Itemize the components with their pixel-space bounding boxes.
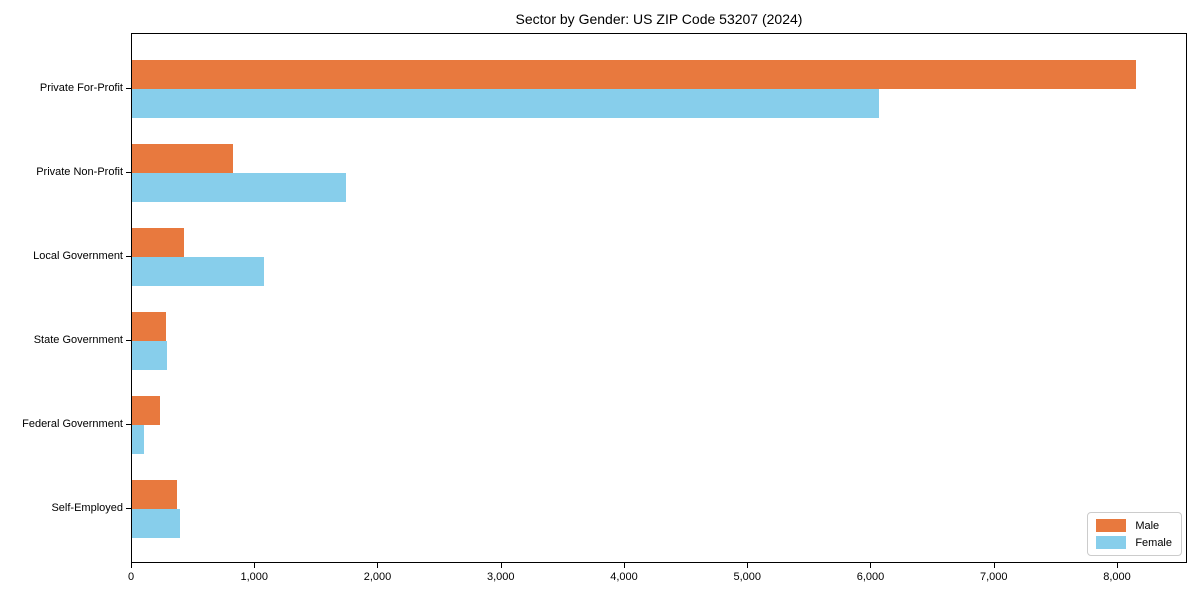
y-tick-mark: [126, 172, 131, 173]
bar-private-non-profit-female: [132, 173, 347, 202]
x-tick-mark: [131, 563, 132, 568]
legend-swatch-female: [1096, 536, 1127, 549]
x-tick-mark: [377, 563, 379, 568]
bar-federal-government-male: [132, 396, 161, 425]
x-tick-mark: [993, 563, 995, 568]
legend-swatch-male: [1096, 519, 1127, 532]
plot-area: Male Female: [131, 33, 1187, 563]
legend-label-female: Female: [1135, 536, 1172, 549]
x-tick-label-5000: 5,000: [733, 571, 761, 583]
x-tick-label-2000: 2,000: [363, 571, 392, 583]
legend-entry-female: Female: [1096, 536, 1172, 549]
x-tick-mark: [870, 563, 872, 568]
bar-private-non-profit-male: [132, 144, 234, 173]
y-tick-label-state-government: State Government: [33, 334, 123, 346]
bar-state-government-female: [132, 341, 168, 370]
x-tick-label-1000: 1,000: [240, 571, 268, 583]
bar-private-for-profit-female: [132, 89, 879, 118]
y-tick-mark: [126, 340, 131, 341]
y-tick-label-federal-government: Federal Government: [22, 418, 123, 430]
y-tick-mark: [126, 256, 131, 257]
bar-federal-government-female: [132, 425, 145, 454]
y-tick-mark: [126, 88, 131, 89]
bar-private-for-profit-male: [132, 60, 1137, 89]
y-tick-label-local-government: Local Government: [33, 250, 123, 262]
x-tick-mark: [623, 563, 625, 568]
bar-local-government-female: [132, 257, 264, 286]
x-tick-mark: [1116, 563, 1118, 568]
x-tick-label-4000: 4,000: [610, 571, 638, 583]
x-tick-mark: [747, 563, 749, 568]
legend-entry-male: Male: [1096, 519, 1172, 532]
x-tick-mark: [254, 563, 256, 568]
y-tick-label-private-non-profit: Private Non-Profit: [36, 166, 123, 178]
bar-self-employed-male: [132, 480, 177, 509]
bar-self-employed-female: [132, 509, 181, 538]
y-tick-mark: [126, 424, 131, 425]
y-tick-mark: [126, 508, 131, 509]
bar-state-government-male: [132, 312, 166, 341]
x-tick-label-3000: 3,000: [486, 571, 515, 583]
legend-label-male: Male: [1135, 519, 1160, 532]
chart-title: Sector by Gender: US ZIP Code 53207 (202…: [515, 11, 803, 27]
legend: Male Female: [1087, 512, 1182, 556]
y-tick-label-self-employed: Self-Employed: [51, 502, 123, 514]
x-tick-label-0: 0: [127, 571, 135, 583]
x-tick-mark: [500, 563, 502, 568]
x-tick-label-6000: 6,000: [856, 571, 885, 583]
bar-local-government-male: [132, 228, 184, 257]
x-tick-label-8000: 8,000: [1103, 571, 1131, 583]
y-tick-label-private-for-profit: Private For-Profit: [39, 82, 123, 94]
x-tick-label-7000: 7,000: [979, 571, 1008, 583]
